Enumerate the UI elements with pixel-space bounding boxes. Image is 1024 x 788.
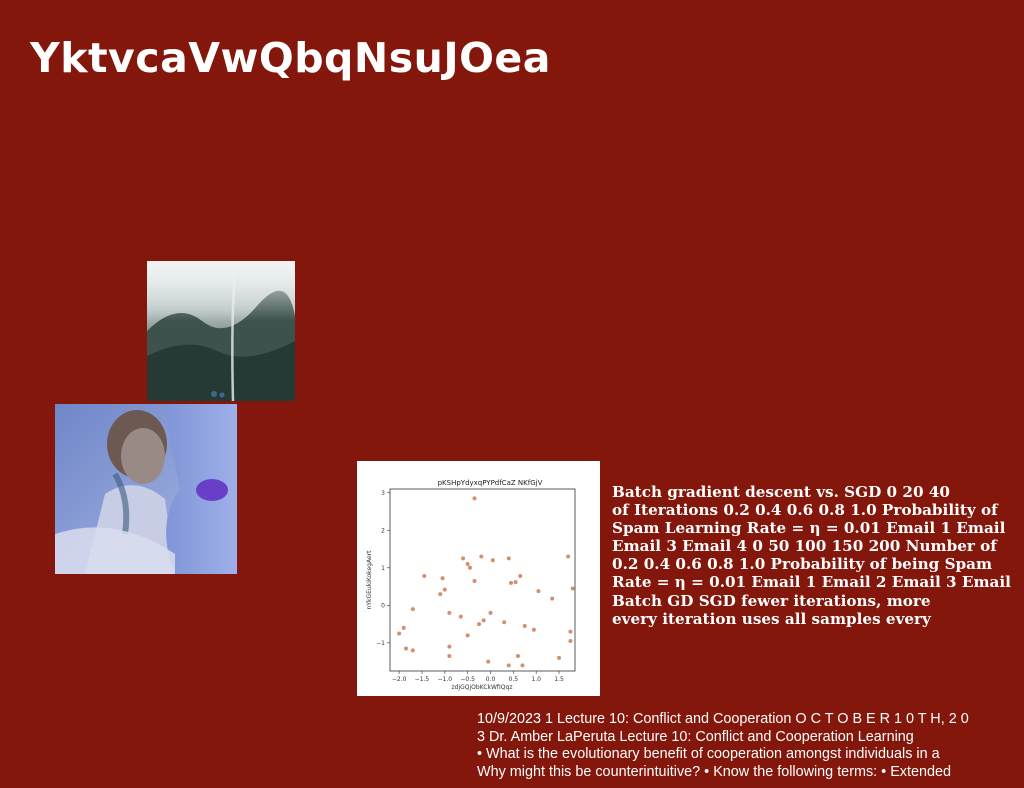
scatter-point [515, 653, 520, 658]
y-tick-label: 1 [381, 565, 385, 572]
slide-notes: Batch gradient descent vs. SGD 0 20 40 o… [612, 483, 1024, 628]
scatter-point [442, 587, 447, 592]
scatter-point [481, 618, 486, 623]
note-line: Batch gradient descent vs. SGD 0 20 40 [612, 483, 950, 501]
y-axis: 3 2 1 0 −1 [376, 490, 390, 647]
x-tick-label: −2.0 [392, 676, 407, 683]
scatter-point [447, 610, 452, 615]
scatter-point [518, 574, 523, 579]
scatter-point [397, 631, 402, 636]
y-tick-label: 3 [381, 490, 385, 497]
scatter-point [506, 663, 511, 668]
scatter-point [522, 623, 527, 628]
scatter-point [472, 496, 477, 501]
footer-line: Why might this be counterintuitive? • Kn… [477, 763, 952, 780]
scatter-point [403, 646, 408, 651]
x-tick-label: −1.5 [415, 676, 430, 683]
y-tick-label: 2 [381, 527, 385, 534]
scatter-point [440, 576, 445, 581]
scatter-point [570, 586, 575, 591]
scatter-point [557, 655, 562, 660]
x-tick-label: −1.0 [438, 676, 453, 683]
slide-footer: 10/9/2023 1 Lecture 10: Conflict and Coo… [477, 711, 1024, 781]
scatter-point [477, 622, 482, 627]
scatter-point [422, 574, 427, 579]
y-axis-label: nYkGEukiKokegAert [366, 550, 373, 610]
scatter-point [566, 554, 571, 559]
note-line: Spam Learning Rate = η = 0.01 Email 1 Em… [612, 519, 1006, 538]
mountain-waterfall-photo [147, 261, 295, 401]
scatter-point [490, 558, 495, 563]
footer-line: 10/9/2023 1 Lecture 10: Conflict and Coo… [477, 711, 969, 727]
x-axis-label: zdjGQjObKCkWfIQqz [452, 684, 513, 691]
scatter-point [447, 644, 452, 649]
y-tick-label: 0 [381, 602, 385, 609]
scatter-point [438, 592, 443, 597]
scatter-point [447, 653, 452, 658]
note-line: every iteration uses all samples every [612, 609, 931, 628]
x-axis: −2.0 −1.5 −1.0 −0.5 0.0 0.5 1.0 1.5 [392, 671, 564, 683]
scatter-point [410, 607, 415, 612]
note-line: 0.2 0.4 0.6 0.8 1.0 Probability of being… [612, 555, 993, 574]
scatter-point [509, 580, 514, 585]
scatter-point [568, 638, 573, 643]
scatter-chart: pKSHpYdyxqPYPdfCaZ NKfGjV −2.0 −1.5 −1.0 −0… [357, 461, 600, 696]
scatter-point [550, 596, 555, 601]
scatter-point [410, 648, 415, 653]
note-line: Rate = η = 0.01 Email 1 Email 2 Email 3 … [612, 573, 1011, 592]
scatter-point [465, 562, 470, 567]
scatter-point [506, 556, 511, 561]
plot-frame [389, 488, 576, 672]
scatter-point [472, 578, 477, 583]
footer-line: • What is the evolutionary benefit of co… [477, 746, 940, 763]
scatter-point [458, 614, 463, 619]
scatter-point [467, 565, 472, 570]
x-tick-label: 0.0 [486, 676, 496, 683]
scatter-point [531, 627, 536, 632]
y-tick-label: −1 [376, 640, 385, 647]
scatter-point [568, 629, 573, 634]
note-line: Email 3 Email 4 0 50 100 150 200 Number … [612, 537, 997, 556]
x-tick-label: 1.0 [531, 676, 541, 683]
scatter-point [461, 556, 466, 561]
chart-title: pKSHpYdyxqPYPdfCaZ NKfGjV [438, 479, 543, 487]
scatter-point [502, 620, 507, 625]
blue-portrait-photo [55, 404, 237, 574]
scatter-point [479, 554, 484, 559]
scatter-point [465, 633, 470, 638]
slide-title: YktvcaVwQbqNsuJOea [30, 34, 551, 82]
scatter-point [513, 580, 518, 585]
x-tick-label: −0.5 [460, 676, 475, 683]
x-tick-label: 1.5 [554, 676, 564, 683]
data-points [397, 496, 575, 668]
note-line: Batch GD SGD fewer iterations, more [612, 591, 931, 610]
scatter-point [520, 663, 525, 668]
note-line: of Iterations 0.2 0.4 0.6 0.8 1.0 Probab… [612, 501, 998, 520]
x-tick-label: 0.5 [509, 676, 519, 683]
footer-line: 3 Dr. Amber LaPeruta Lecture 10: Conflic… [477, 728, 914, 745]
scatter-point [401, 625, 406, 630]
scatter-point [536, 589, 541, 594]
scatter-point [486, 659, 491, 664]
scatter-point [488, 610, 493, 615]
